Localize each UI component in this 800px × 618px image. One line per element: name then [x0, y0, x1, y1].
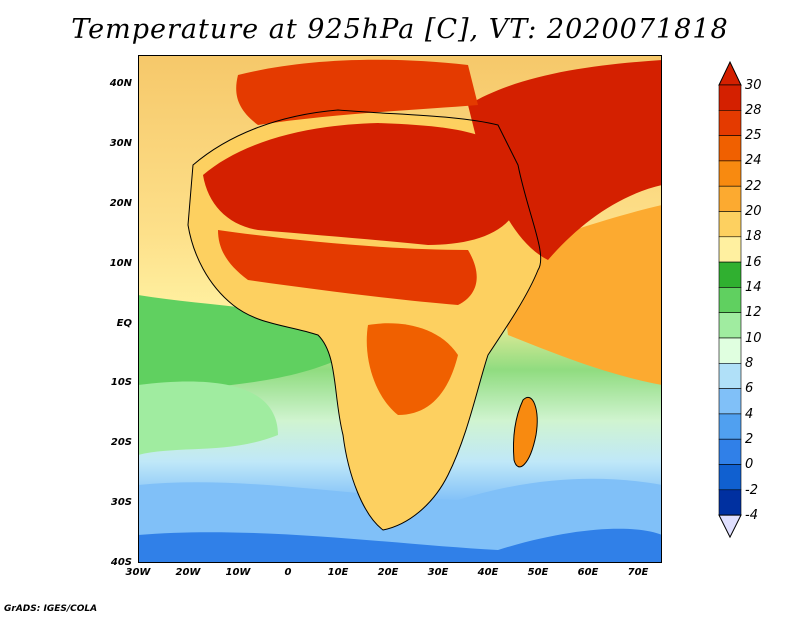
lat-label: 10N — [109, 258, 132, 269]
colorbar-label: 10 — [745, 331, 762, 346]
colorbar-label: 22 — [745, 179, 762, 194]
lon-label: 20E — [377, 567, 399, 578]
lon-label: 60E — [577, 567, 599, 578]
north-hot-region — [236, 59, 478, 125]
colorbar-bottom-arrow — [718, 514, 742, 539]
colorbar-segment — [718, 287, 742, 313]
colorbar-segment — [718, 312, 742, 339]
colorbar-label: 28 — [745, 103, 762, 118]
sahara-hot-region — [203, 123, 518, 245]
sahel-warm-region — [218, 230, 477, 305]
lon-label: 10E — [327, 567, 349, 578]
colorbar-label: -4 — [745, 508, 758, 523]
colorbar-segment — [718, 109, 742, 136]
colorbar-segment — [718, 236, 742, 263]
colorbar-label: 0 — [745, 457, 754, 472]
east-africa-warm-region — [366, 323, 458, 415]
colorbar-label: -2 — [745, 483, 758, 498]
colorbar-label: 30 — [745, 78, 762, 93]
credit-text: GrADS: IGES/COLA — [4, 604, 98, 614]
lon-label: 30W — [125, 567, 151, 578]
lat-label: 10S — [110, 377, 132, 388]
arabia-hot-region — [468, 60, 662, 260]
madagascar-coastline — [513, 397, 538, 468]
colorbar-segment — [718, 135, 742, 162]
colorbar-label: 18 — [745, 229, 762, 244]
colorbar-label: 25 — [745, 128, 762, 143]
southern-coldest-band — [138, 528, 662, 563]
colorbar-segment — [718, 84, 742, 111]
lat-label: EQ — [116, 318, 132, 329]
lat-label: 20S — [110, 437, 132, 448]
colorbar-segment — [718, 388, 742, 415]
colorbar-segment — [718, 489, 742, 516]
colorbar-label: 20 — [745, 204, 762, 219]
colorbar-label: 8 — [745, 356, 754, 371]
colorbar-label: 6 — [745, 381, 754, 396]
atlantic-mid-band — [138, 381, 278, 455]
colorbar-segment — [718, 211, 742, 238]
colorbar-segment — [718, 438, 742, 465]
colorbar-segment — [718, 464, 742, 491]
colorbar-segment — [718, 413, 742, 440]
lat-label: 30N — [109, 138, 132, 149]
colorbar-label: 2 — [745, 432, 754, 447]
colorbar-label: 14 — [745, 280, 762, 295]
lat-label: 40S — [110, 557, 132, 568]
lon-label: 50E — [527, 567, 549, 578]
colorbar-segment — [718, 160, 742, 187]
lat-label: 40N — [109, 78, 132, 89]
africa-coastline — [187, 109, 542, 531]
colorbar-label: 16 — [745, 255, 762, 270]
lon-label: 70E — [627, 567, 649, 578]
colorbar-segment — [718, 261, 742, 288]
temperature-map — [138, 55, 662, 563]
lon-label: 40E — [477, 567, 499, 578]
lat-label: 20N — [109, 198, 132, 209]
colorbar-segment — [718, 362, 742, 389]
colorbar-label: 12 — [745, 305, 762, 320]
colorbar — [718, 60, 742, 539]
colorbar-label: 24 — [745, 153, 762, 168]
lat-label: 30S — [110, 497, 132, 508]
lon-label: 30E — [427, 567, 449, 578]
madagascar — [513, 397, 538, 467]
colorbar-segment — [718, 185, 742, 212]
colorbar-segment — [718, 337, 742, 364]
lon-label: 10W — [225, 567, 251, 578]
map-title: Temperature at 925hPa [C], VT: 202007181… — [71, 14, 729, 45]
colorbar-label: 4 — [745, 407, 754, 422]
lon-label: 0 — [284, 567, 292, 578]
lon-label: 20W — [175, 567, 201, 578]
colorbar-top-arrow — [718, 60, 742, 86]
